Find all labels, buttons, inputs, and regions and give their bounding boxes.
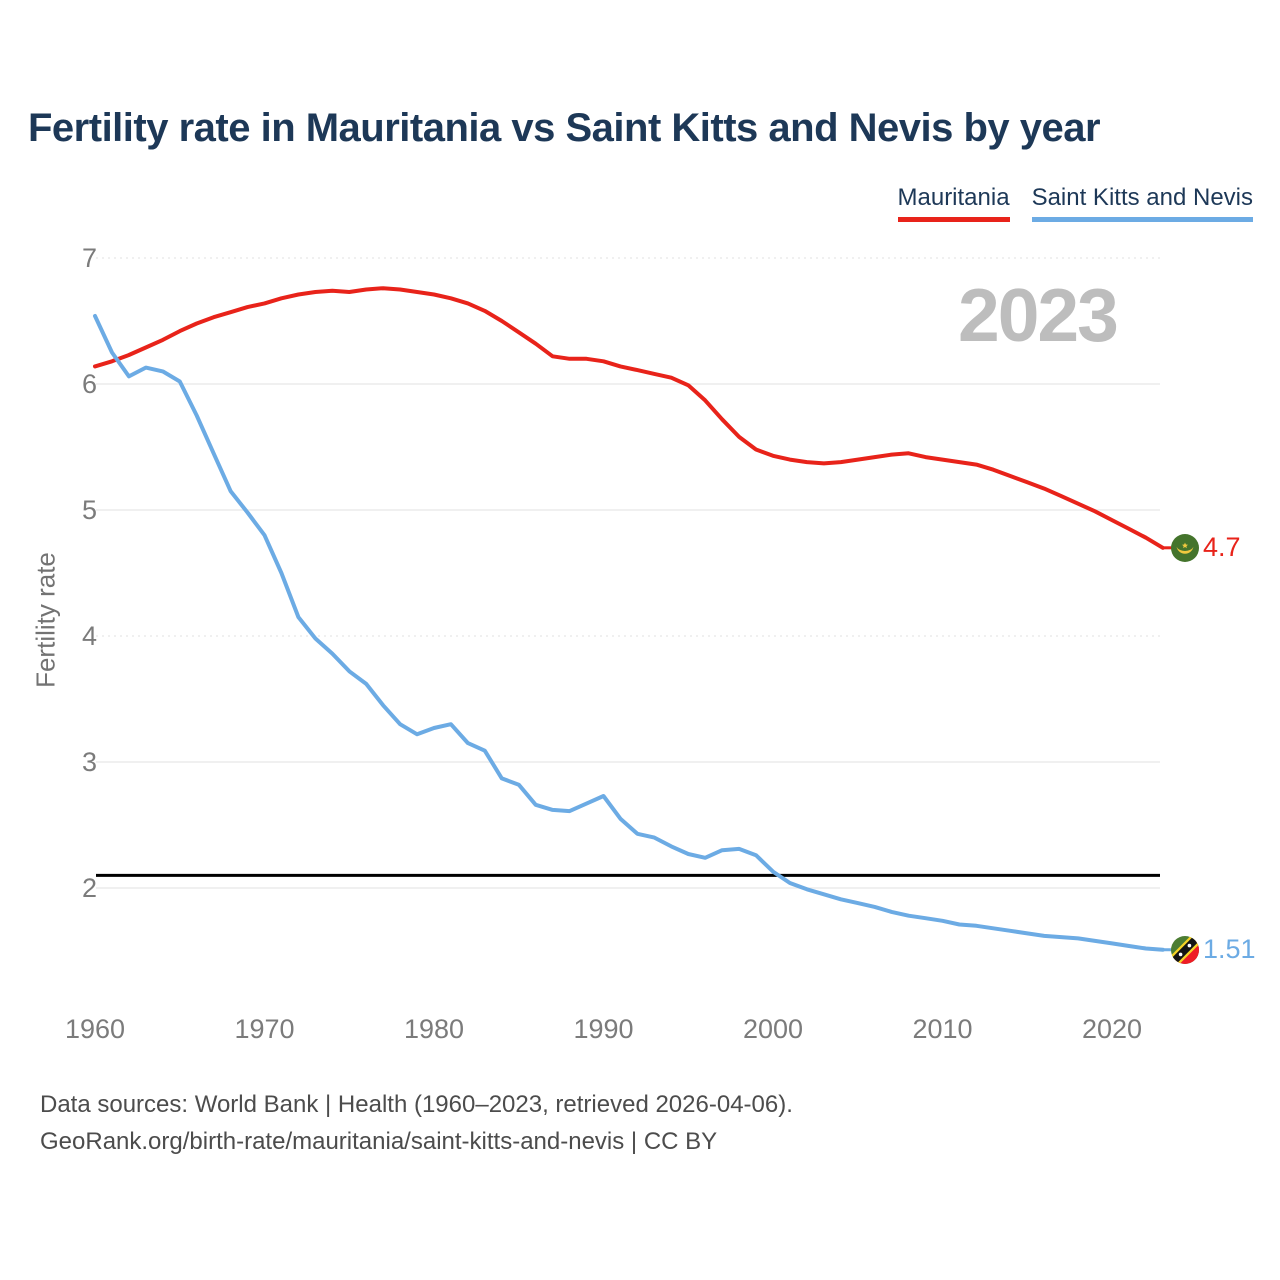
saint-kitts-and-nevis-line	[93, 314, 1165, 952]
x-tick-label-1960: 1960	[65, 1014, 125, 1044]
x-tick-label-1990: 1990	[573, 1014, 633, 1044]
footer: Data sources: World Bank | Health (1960–…	[40, 1086, 1140, 1160]
x-tick-label-2020: 2020	[1082, 1014, 1142, 1044]
legend-item-mauritania[interactable]: Mauritania	[897, 184, 1010, 222]
x-tick-label-1970: 1970	[234, 1014, 294, 1044]
y-axis-title: Fertility rate	[30, 552, 61, 688]
year-watermark: 2023	[958, 273, 1119, 357]
page-title: Fertility rate in Mauritania vs Saint Ki…	[28, 106, 1101, 150]
saint-kitts-and-nevis-flag-icon	[1171, 936, 1199, 964]
legend-label-saint-kitts-and-nevis: Saint Kitts and Nevis	[1031, 184, 1253, 211]
y-tick-label-5: 5	[82, 495, 97, 525]
mauritania-line	[93, 286, 1165, 550]
y-tick-label-6: 6	[82, 369, 97, 399]
x-tick-label-2000: 2000	[743, 1014, 803, 1044]
x-tick-label-1980: 1980	[404, 1014, 464, 1044]
mauritania-flag-icon	[1171, 534, 1199, 562]
mauritania-end-value: 4.7	[1203, 532, 1241, 562]
legend: Mauritania Saint Kitts and Nevis	[897, 184, 1253, 222]
y-tick-label-7: 7	[82, 243, 97, 273]
y-tick-label-3: 3	[82, 747, 97, 777]
y-tick-label-2: 2	[82, 873, 97, 903]
legend-item-saint-kitts-and-nevis[interactable]: Saint Kitts and Nevis	[1031, 184, 1253, 222]
x-tick-label-2010: 2010	[912, 1014, 972, 1044]
data-sources-line: Data sources: World Bank | Health (1960–…	[40, 1091, 793, 1118]
attribution-line: GeoRank.org/birth-rate/mauritania/saint-…	[40, 1128, 718, 1155]
legend-label-mauritania: Mauritania	[897, 184, 1010, 211]
y-tick-label-4: 4	[82, 621, 97, 651]
saint-kitts-end-value: 1.51	[1203, 934, 1256, 964]
